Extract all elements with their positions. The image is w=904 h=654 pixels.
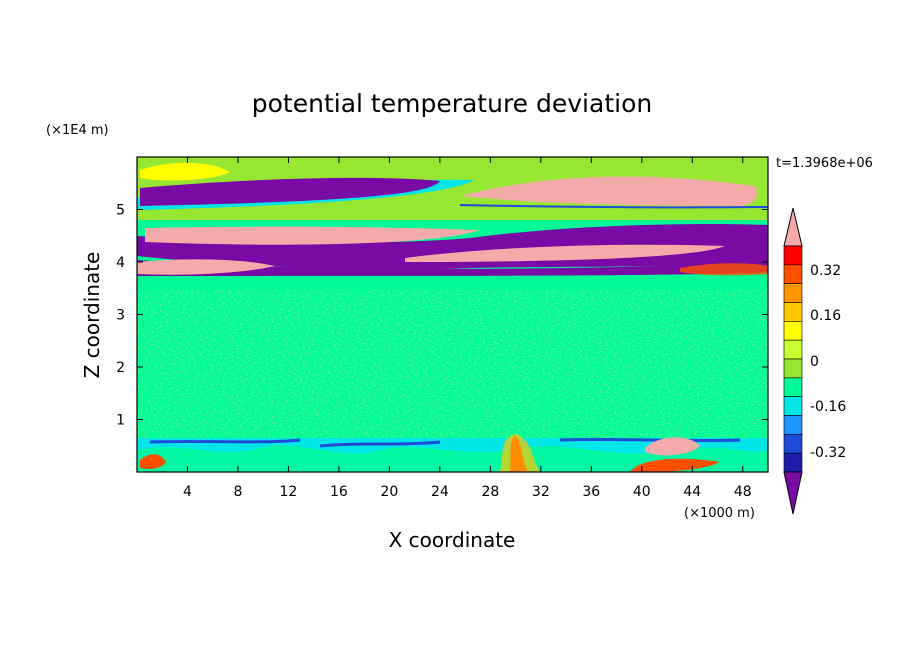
x-tick-label-5: 24 [431, 484, 449, 500]
surface-red-blob-left [140, 454, 166, 470]
x-tick-label-0: 4 [183, 484, 192, 500]
upper-yellow-blob [140, 162, 230, 181]
colorbar-bottom-arrow [783, 471, 803, 515]
colorbar-swatch-6 [783, 358, 803, 379]
colorbar-swatch-3 [783, 302, 803, 322]
x-tick-label-8: 36 [582, 484, 600, 500]
x-tick-label-2: 12 [280, 484, 298, 500]
surface-yellow-plume [500, 434, 540, 472]
x-tick-label-9: 40 [633, 484, 651, 500]
colorbar-swatch-4 [783, 321, 803, 341]
x-unit-label: (×1000 m) [684, 506, 755, 521]
colorbar-swatch-9 [783, 415, 803, 435]
colorbar: 0.32 0.16 0 -0.16 -0.32 [783, 207, 846, 515]
y-axis-label: Z coordinate [80, 252, 104, 379]
surface-red-blob [630, 458, 720, 472]
colorbar-swatch-11 [783, 452, 803, 473]
surface-pink-blob [645, 437, 700, 456]
colorbar-swatch-10 [783, 434, 803, 454]
x-tick-label-11: 48 [734, 484, 752, 500]
x-tick-label-1: 8 [233, 484, 242, 500]
lower-purple-band [137, 260, 768, 276]
y-tick-label-2: 3 [116, 308, 125, 324]
x-tick-label-6: 28 [481, 484, 499, 500]
upper-pink-layer [460, 176, 757, 206]
upper-blue-line [459, 204, 768, 209]
field-noise [137, 290, 768, 440]
x-tick-label-7: 32 [532, 484, 550, 500]
lower-pink-strip [137, 259, 275, 275]
y-unit-label: (×1E4 m) [46, 123, 109, 138]
colorbar-top-arrow [783, 207, 803, 247]
surface-green-waves [137, 445, 768, 472]
y-axis-ticks: 1 2 3 4 5 [116, 203, 768, 429]
chart-title: potential temperature deviation [252, 89, 652, 118]
mid-pink-band-2 [405, 244, 725, 262]
surface-blue-streaks [149, 437, 741, 448]
colorbar-label-4: -0.32 [810, 445, 846, 461]
colorbar-label-1: 0.16 [810, 308, 841, 324]
x-axis-ticks: 4 8 12 16 20 24 28 32 36 40 44 48 [183, 157, 752, 500]
y-tick-label-3: 4 [116, 255, 125, 271]
colorbar-label-2: 0 [810, 354, 819, 370]
colorbar-swatch-5 [783, 339, 803, 360]
y-tick-label-1: 2 [116, 360, 125, 376]
colorbar-swatch-0 [783, 245, 803, 266]
colorbar-swatch-1 [783, 264, 803, 284]
x-axis-label: X coordinate [389, 528, 516, 552]
right-red-patch [680, 263, 768, 276]
colorbar-swatch-2 [783, 283, 803, 303]
mid-pink-band [145, 226, 480, 245]
y-tick-label-0: 1 [116, 413, 125, 429]
colorbar-swatch-8 [783, 396, 803, 416]
x-tick-label-4: 20 [380, 484, 398, 500]
y-tick-label-4: 5 [116, 203, 125, 219]
x-tick-label-10: 44 [683, 484, 701, 500]
x-tick-label-3: 16 [330, 484, 348, 500]
colorbar-label-0: 0.32 [810, 263, 841, 279]
colorbar-label-3: -0.16 [810, 399, 846, 415]
colorbar-swatch-7 [783, 377, 803, 397]
time-label: t=1.3968e+06 [776, 156, 873, 171]
plot-area [137, 157, 768, 472]
upper-purple-layer [140, 177, 440, 206]
